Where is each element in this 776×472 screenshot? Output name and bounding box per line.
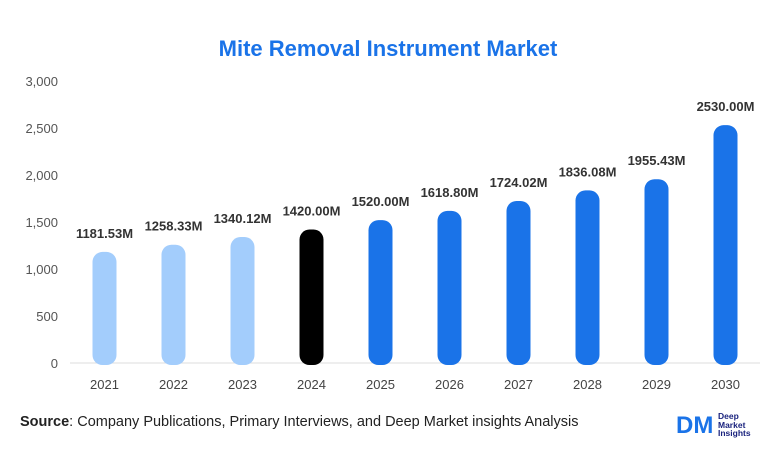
x-tick-label: 2030 xyxy=(711,377,740,392)
bar-2028 xyxy=(575,190,600,365)
data-label-2026: 1618.80M xyxy=(421,185,479,200)
source-note: Source: Company Publications, Primary In… xyxy=(20,414,579,430)
y-tick-label: 500 xyxy=(36,309,58,324)
logo-wordmark: Deep Market Insights xyxy=(718,412,751,438)
x-tick-label: 2024 xyxy=(297,377,326,392)
data-label-2028: 1836.08M xyxy=(559,164,617,179)
bar-2029 xyxy=(644,179,669,365)
bar-2022 xyxy=(161,244,186,365)
x-tick-label: 2025 xyxy=(366,377,395,392)
source-text: : Company Publications, Primary Intervie… xyxy=(69,414,579,430)
bar-2025 xyxy=(368,220,393,365)
data-label-2022: 1258.33M xyxy=(145,219,203,234)
x-tick-label: 2021 xyxy=(90,377,119,392)
x-axis: 2021 2022 2023 2024 2025 2026 2027 2028 2029 2030 xyxy=(70,362,760,392)
data-labels: 1181.53M 1258.33M 1340.12M 1420.00M 1520.00M… xyxy=(76,99,754,241)
bars xyxy=(92,125,738,366)
data-label-2027: 1724.02M xyxy=(490,175,548,190)
x-tick-label: 2028 xyxy=(573,377,602,392)
data-label-2030: 2530.00M xyxy=(697,99,755,114)
logo-line-2: Market xyxy=(718,419,746,430)
bar-2023 xyxy=(230,237,255,365)
x-tick-label: 2029 xyxy=(642,377,671,392)
data-label-2024: 1420.00M xyxy=(283,204,341,219)
data-label-2025: 1520.00M xyxy=(352,194,410,209)
y-tick-label: 1,000 xyxy=(25,262,58,277)
data-label-2021: 1181.53M xyxy=(76,226,133,241)
logo-line-1: Deep xyxy=(718,411,739,421)
bar-2021 xyxy=(92,251,117,365)
chart-title: Mite Removal Instrument Market xyxy=(218,36,558,61)
y-tick-label: 2,000 xyxy=(25,168,58,183)
y-tick-label: 2,500 xyxy=(25,121,58,136)
logo-line-3: Insights xyxy=(718,428,751,438)
x-tick-label: 2023 xyxy=(228,377,257,392)
bar-2027 xyxy=(506,200,531,365)
data-label-2029: 1955.43M xyxy=(628,153,686,168)
y-axis: 0 500 1,000 1,500 2,000 2,500 3,000 xyxy=(25,74,58,371)
source-label: Source xyxy=(20,414,70,430)
deep-market-insights-logo: DM xyxy=(676,412,713,439)
x-tick-label: 2022 xyxy=(159,377,188,392)
x-tick-label: 2026 xyxy=(435,377,464,392)
bar-2030 xyxy=(713,125,738,366)
y-tick-label: 3,000 xyxy=(25,74,58,89)
y-tick-label: 0 xyxy=(51,356,58,371)
data-label-2023: 1340.12M xyxy=(214,211,272,226)
bar-2026 xyxy=(437,210,462,365)
y-tick-label: 1,500 xyxy=(25,215,58,230)
logo-mark: DM xyxy=(676,412,713,439)
bar-2024 xyxy=(299,229,324,365)
x-tick-label: 2027 xyxy=(504,377,533,392)
